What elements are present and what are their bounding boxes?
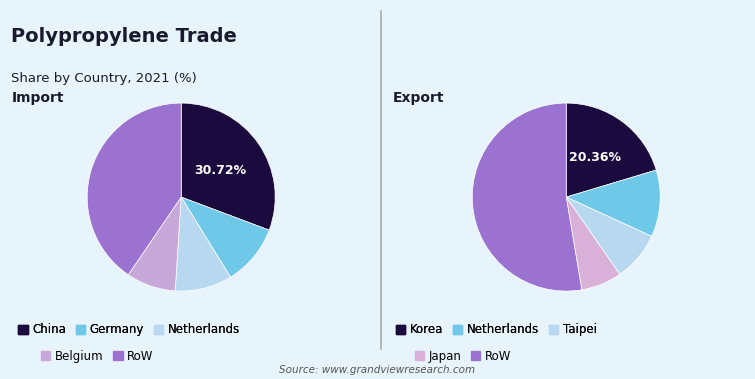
Wedge shape bbox=[566, 170, 660, 236]
Text: Polypropylene Trade: Polypropylene Trade bbox=[11, 27, 237, 45]
Wedge shape bbox=[88, 103, 181, 275]
Wedge shape bbox=[175, 197, 230, 291]
Wedge shape bbox=[181, 103, 275, 230]
Wedge shape bbox=[566, 197, 652, 274]
Text: Import: Import bbox=[11, 91, 64, 105]
Text: Source: www.grandviewresearch.com: Source: www.grandviewresearch.com bbox=[279, 365, 476, 375]
Wedge shape bbox=[128, 197, 181, 291]
Text: 30.72%: 30.72% bbox=[194, 164, 246, 177]
Wedge shape bbox=[181, 197, 270, 277]
Wedge shape bbox=[566, 103, 656, 197]
Legend: Belgium, RoW: Belgium, RoW bbox=[36, 345, 159, 367]
Legend: Korea, Netherlands, Taipei: Korea, Netherlands, Taipei bbox=[391, 318, 602, 341]
Text: Export: Export bbox=[393, 91, 444, 105]
Text: 20.36%: 20.36% bbox=[569, 151, 621, 164]
Legend: Japan, RoW: Japan, RoW bbox=[410, 345, 516, 367]
Legend: China, Germany, Netherlands: China, Germany, Netherlands bbox=[14, 318, 245, 341]
Text: Share by Country, 2021 (%): Share by Country, 2021 (%) bbox=[11, 72, 197, 85]
Wedge shape bbox=[473, 103, 582, 291]
Wedge shape bbox=[566, 197, 620, 290]
